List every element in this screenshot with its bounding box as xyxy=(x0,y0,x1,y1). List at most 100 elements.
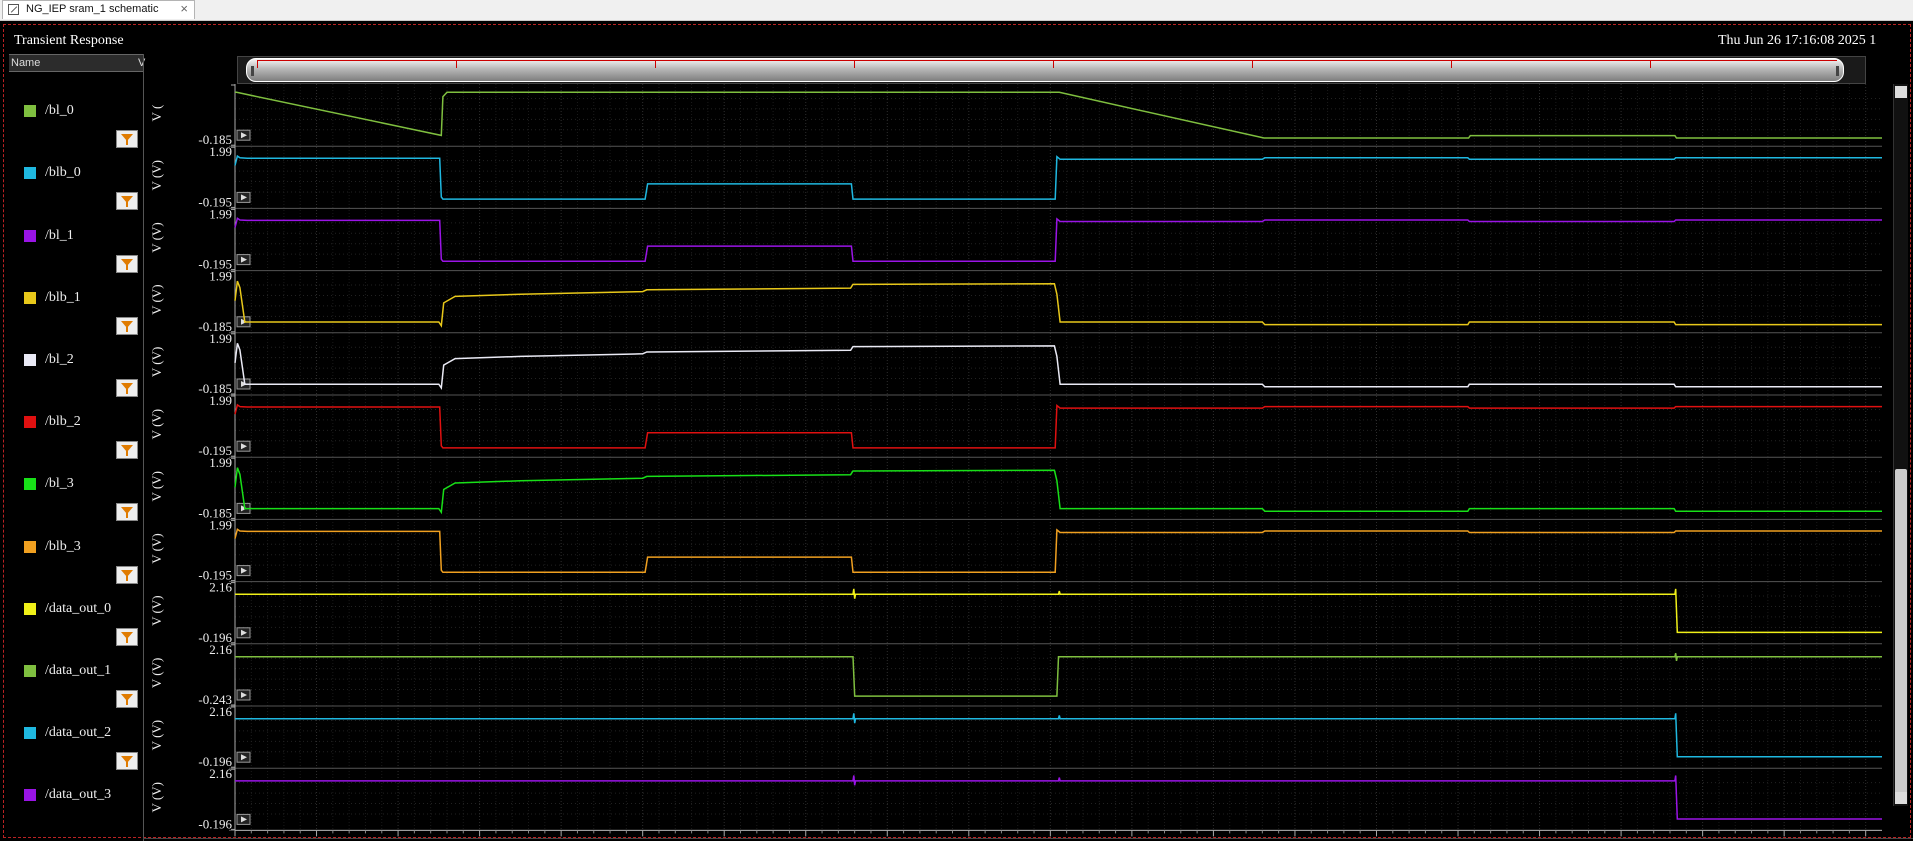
expand-arrow-icon[interactable] xyxy=(236,129,251,141)
expand-arrow-icon[interactable] xyxy=(236,191,251,203)
y-tick-label-top: 1.99 xyxy=(209,269,232,284)
window-date: Thu Jun 26 17:16:08 2025 1 xyxy=(1718,33,1877,48)
bottom-border xyxy=(143,838,1913,839)
expand-arrow-icon[interactable] xyxy=(236,440,251,452)
legend-label: /bl_2 xyxy=(45,351,74,367)
legend-label: /bl_3 xyxy=(45,476,74,492)
y-tick-label-top: 2.16 xyxy=(209,642,232,657)
filter-icon[interactable] xyxy=(116,379,138,397)
legend-swatch xyxy=(24,602,36,615)
strip-blb_1: 1.99 -0.185 V (V) xyxy=(149,269,1882,334)
legend-label: /data_out_1 xyxy=(45,662,112,678)
waveform-blb_0 xyxy=(234,154,1882,200)
y-axis-label: V (V) xyxy=(149,720,164,750)
y-tick-label-bottom: -0.195 xyxy=(198,568,232,583)
waveform-blb_3 xyxy=(234,528,1882,574)
scroll-up-button[interactable] xyxy=(1895,86,1907,98)
waveform-bl_3 xyxy=(234,467,1882,515)
scroll-grip-left[interactable] xyxy=(251,66,254,76)
y-axis-label: V (V) xyxy=(149,160,164,190)
filter-icon[interactable] xyxy=(116,503,138,522)
legend-label: /bl_0 xyxy=(45,103,74,119)
legend-label: /data_out_3 xyxy=(45,787,112,803)
y-axis-label: V (V) xyxy=(149,347,164,377)
filter-icon[interactable] xyxy=(116,565,138,584)
expand-arrow-icon[interactable] xyxy=(236,627,251,639)
legend-label: /blb_0 xyxy=(45,165,81,181)
horizontal-scroll-thumb[interactable] xyxy=(246,58,1844,82)
legend-swatch xyxy=(24,229,36,242)
y-tick-label-top: 2.16 xyxy=(209,704,232,719)
expand-arrow xyxy=(241,443,247,450)
horizontal-scrollbar[interactable] xyxy=(237,56,1866,84)
scroll-marker-band xyxy=(257,60,1837,61)
window-title: Transient Response xyxy=(14,33,124,48)
strip-blb_0: 1.99 -0.195 V (V) xyxy=(149,144,1882,209)
y-tick-label-bottom: -0.196 xyxy=(198,630,232,645)
strip-bl_0: -0.185 V ( xyxy=(149,84,1882,147)
legend-label: /blb_3 xyxy=(45,538,81,554)
legend-header: Name V xyxy=(9,54,146,72)
legend-label: /blb_2 xyxy=(45,414,81,430)
expand-arrow xyxy=(241,194,247,201)
expand-arrow xyxy=(241,256,247,263)
strip-data_out_3: 2.16 -0.196 V (V) xyxy=(149,766,1882,831)
tab-bar: NG_IEP sram_1 schematic × xyxy=(0,0,1913,21)
scroll-marker xyxy=(1451,60,1452,68)
filter-icon[interactable] xyxy=(116,316,138,335)
y-axis-label: V ( xyxy=(149,105,164,122)
waveform-data_out_3 xyxy=(235,775,1882,820)
filter-icon[interactable] xyxy=(116,254,138,273)
vertical-scrollbar[interactable] xyxy=(1893,84,1908,806)
expand-arrow-icon[interactable] xyxy=(236,689,251,701)
legend-divider xyxy=(143,54,144,841)
legend-label: /bl_1 xyxy=(45,227,74,243)
legend-swatch xyxy=(24,727,36,740)
y-axis-label: V (V) xyxy=(149,595,164,625)
close-icon[interactable]: × xyxy=(180,1,188,16)
filter-icon[interactable] xyxy=(116,627,138,646)
strip-data_out_0: 2.16 -0.196 V (V) xyxy=(149,580,1882,645)
scroll-down-button[interactable] xyxy=(1895,792,1907,804)
legend-swatch xyxy=(24,291,36,304)
legend-header-v: V xyxy=(138,57,146,69)
vertical-scroll-thumb[interactable] xyxy=(1895,469,1907,799)
waveform-bl_1 xyxy=(234,217,1882,263)
filter-icon[interactable] xyxy=(116,690,138,708)
filter-icon[interactable] xyxy=(116,441,138,460)
y-tick-label-bottom: -0.185 xyxy=(198,505,232,520)
y-tick-label-bottom: -0.196 xyxy=(198,754,232,769)
y-tick-label-bottom: -0.185 xyxy=(198,319,232,334)
scroll-grip-right[interactable] xyxy=(1836,66,1839,76)
y-tick-label-top: 1.99 xyxy=(209,331,232,346)
expand-arrow xyxy=(241,754,247,761)
legend-label: /data_out_0 xyxy=(45,600,112,616)
expand-arrow-icon[interactable] xyxy=(236,751,251,763)
waveform-window-frame xyxy=(3,24,1911,838)
expand-arrow-icon[interactable] xyxy=(236,813,251,825)
strip-bl_2: 1.99 -0.185 V (V) xyxy=(149,331,1882,396)
expand-arrow-icon[interactable] xyxy=(236,565,251,577)
waveform-bl_2 xyxy=(234,343,1882,391)
waveform-blb_1 xyxy=(234,280,1882,328)
filter-icon[interactable] xyxy=(116,192,138,211)
y-tick-label-bottom: -0.195 xyxy=(198,257,232,272)
y-tick-label-bottom: -0.195 xyxy=(198,194,232,209)
expand-arrow-icon[interactable] xyxy=(236,254,251,266)
filter-icon[interactable] xyxy=(116,752,138,771)
expand-arrow xyxy=(241,318,247,325)
schematic-tab[interactable]: NG_IEP sram_1 schematic × xyxy=(2,0,195,19)
expand-arrow xyxy=(241,816,247,823)
waveform-data_out_1 xyxy=(235,653,1882,697)
expand-arrow xyxy=(241,505,247,512)
y-tick-label-bottom: -0.185 xyxy=(198,381,232,396)
legend-swatch xyxy=(24,789,36,802)
expand-arrow xyxy=(241,132,247,139)
schematic-icon xyxy=(8,4,19,15)
scroll-marker xyxy=(1053,60,1054,68)
y-tick-label-top: 1.99 xyxy=(209,393,232,408)
filter-icon[interactable] xyxy=(116,130,138,149)
scroll-marker xyxy=(456,60,457,68)
legend-header-name: Name xyxy=(11,57,41,69)
legend-swatch xyxy=(24,105,36,118)
